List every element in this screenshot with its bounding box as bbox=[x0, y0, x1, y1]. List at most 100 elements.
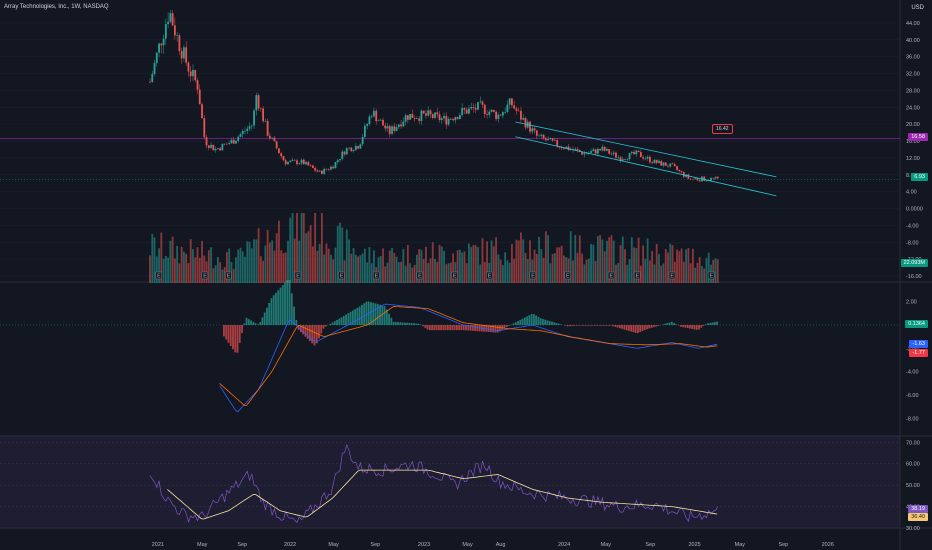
volume-group bbox=[149, 213, 719, 283]
volume-bar bbox=[698, 257, 701, 283]
macd-hist-bar bbox=[383, 306, 386, 325]
candle-body bbox=[682, 172, 685, 177]
volume-bar bbox=[547, 235, 550, 283]
volume-bar bbox=[194, 257, 197, 283]
earnings-label: E bbox=[227, 274, 231, 280]
macd-hist-bar bbox=[564, 325, 567, 326]
macd-hist-bar bbox=[419, 324, 422, 325]
volume-bar bbox=[237, 249, 240, 283]
earnings-label: E bbox=[203, 274, 207, 280]
candle-body bbox=[311, 165, 314, 168]
candle-body bbox=[339, 158, 341, 161]
volume-bar bbox=[162, 258, 165, 283]
candle-body bbox=[447, 118, 450, 125]
macd-hist-bar bbox=[591, 325, 594, 326]
volume-bar bbox=[311, 246, 314, 283]
earnings-label: E bbox=[375, 274, 379, 280]
volume-bar bbox=[323, 254, 326, 283]
earnings-label: E bbox=[710, 274, 714, 280]
volume-bar bbox=[644, 258, 647, 283]
volume-bar bbox=[558, 247, 561, 283]
candle-body bbox=[687, 174, 690, 179]
candle-body bbox=[606, 149, 608, 151]
candle-body bbox=[696, 178, 699, 181]
candle-body bbox=[504, 112, 507, 113]
earnings-label: E bbox=[157, 274, 161, 280]
macd-hist-bar bbox=[379, 304, 381, 325]
volume-bar bbox=[669, 243, 672, 283]
macd-hist-bar bbox=[460, 325, 463, 331]
candle-body bbox=[454, 117, 457, 121]
volume-bar bbox=[278, 220, 280, 283]
candle-body bbox=[178, 35, 181, 52]
macd-hist-bar bbox=[517, 321, 519, 325]
macd-hist-bar bbox=[374, 303, 377, 325]
volume-bar bbox=[307, 231, 310, 283]
volume-bar bbox=[513, 258, 516, 283]
volume-bar bbox=[334, 247, 337, 283]
macd-hist-bar bbox=[584, 325, 587, 326]
volume-bar bbox=[418, 249, 421, 283]
macd-hist-bar bbox=[458, 325, 461, 331]
candle-body bbox=[393, 126, 396, 131]
macd-hist-bar bbox=[523, 317, 526, 325]
x-tick-label: Sep bbox=[645, 542, 655, 548]
price-tick-label: -8.00 bbox=[906, 240, 919, 246]
macd-hist-bar bbox=[234, 325, 237, 353]
volume-bar bbox=[646, 238, 649, 283]
candle-body bbox=[370, 116, 373, 118]
candle-body bbox=[386, 126, 389, 129]
candle-body bbox=[481, 101, 484, 105]
macd-hist-bar bbox=[293, 306, 295, 325]
candle-body bbox=[368, 116, 371, 124]
candle-body bbox=[486, 114, 488, 115]
volume-bar bbox=[327, 248, 330, 283]
volume-bar bbox=[332, 259, 335, 283]
volume-bar bbox=[642, 245, 645, 283]
earnings-marker bbox=[451, 271, 458, 280]
volume-bar bbox=[506, 260, 509, 283]
volume-bar bbox=[185, 253, 188, 283]
volume-bar bbox=[246, 241, 249, 283]
macd-hist-bar bbox=[666, 323, 669, 325]
candle-body bbox=[366, 123, 369, 126]
macd-hist-bar bbox=[404, 322, 406, 325]
volume-bar bbox=[481, 238, 484, 283]
candle-body bbox=[413, 117, 416, 119]
candle-body bbox=[461, 108, 464, 116]
volume-bar bbox=[149, 255, 151, 283]
candle-body bbox=[429, 110, 432, 115]
candle-body bbox=[185, 47, 188, 63]
rsi-band bbox=[0, 436, 900, 528]
volume-bar bbox=[406, 245, 409, 283]
volume-bar bbox=[160, 232, 163, 283]
candle-body bbox=[391, 126, 393, 134]
macd-tick-label: -6.00 bbox=[906, 393, 919, 399]
candle-body bbox=[630, 151, 633, 154]
volume-bar bbox=[296, 213, 298, 283]
candle-body bbox=[416, 118, 418, 120]
volume-bar bbox=[517, 240, 520, 283]
candle-body bbox=[608, 149, 611, 154]
candle-body bbox=[658, 160, 660, 164]
candle-body bbox=[196, 80, 199, 90]
x-tick-label: May bbox=[197, 542, 208, 548]
candle-body bbox=[497, 114, 500, 120]
volume-bar bbox=[155, 256, 158, 283]
volume-bar bbox=[581, 253, 583, 283]
volume-bar bbox=[601, 239, 604, 283]
candle-body bbox=[241, 131, 244, 135]
candle-body bbox=[544, 138, 547, 141]
volume-bar bbox=[255, 239, 258, 283]
volume-bar bbox=[567, 258, 570, 283]
rsi-badge: 38.19 bbox=[908, 505, 928, 513]
volume-bar bbox=[549, 263, 552, 283]
earnings-marker bbox=[155, 271, 162, 280]
macd-hist-bar bbox=[446, 325, 449, 331]
candle-body bbox=[710, 178, 712, 181]
volume-bar bbox=[264, 245, 267, 283]
volume-bar bbox=[649, 260, 651, 283]
candle-body bbox=[452, 118, 455, 121]
signal-badge: -1.77 bbox=[909, 349, 928, 357]
macd-hist-bar bbox=[465, 325, 467, 331]
